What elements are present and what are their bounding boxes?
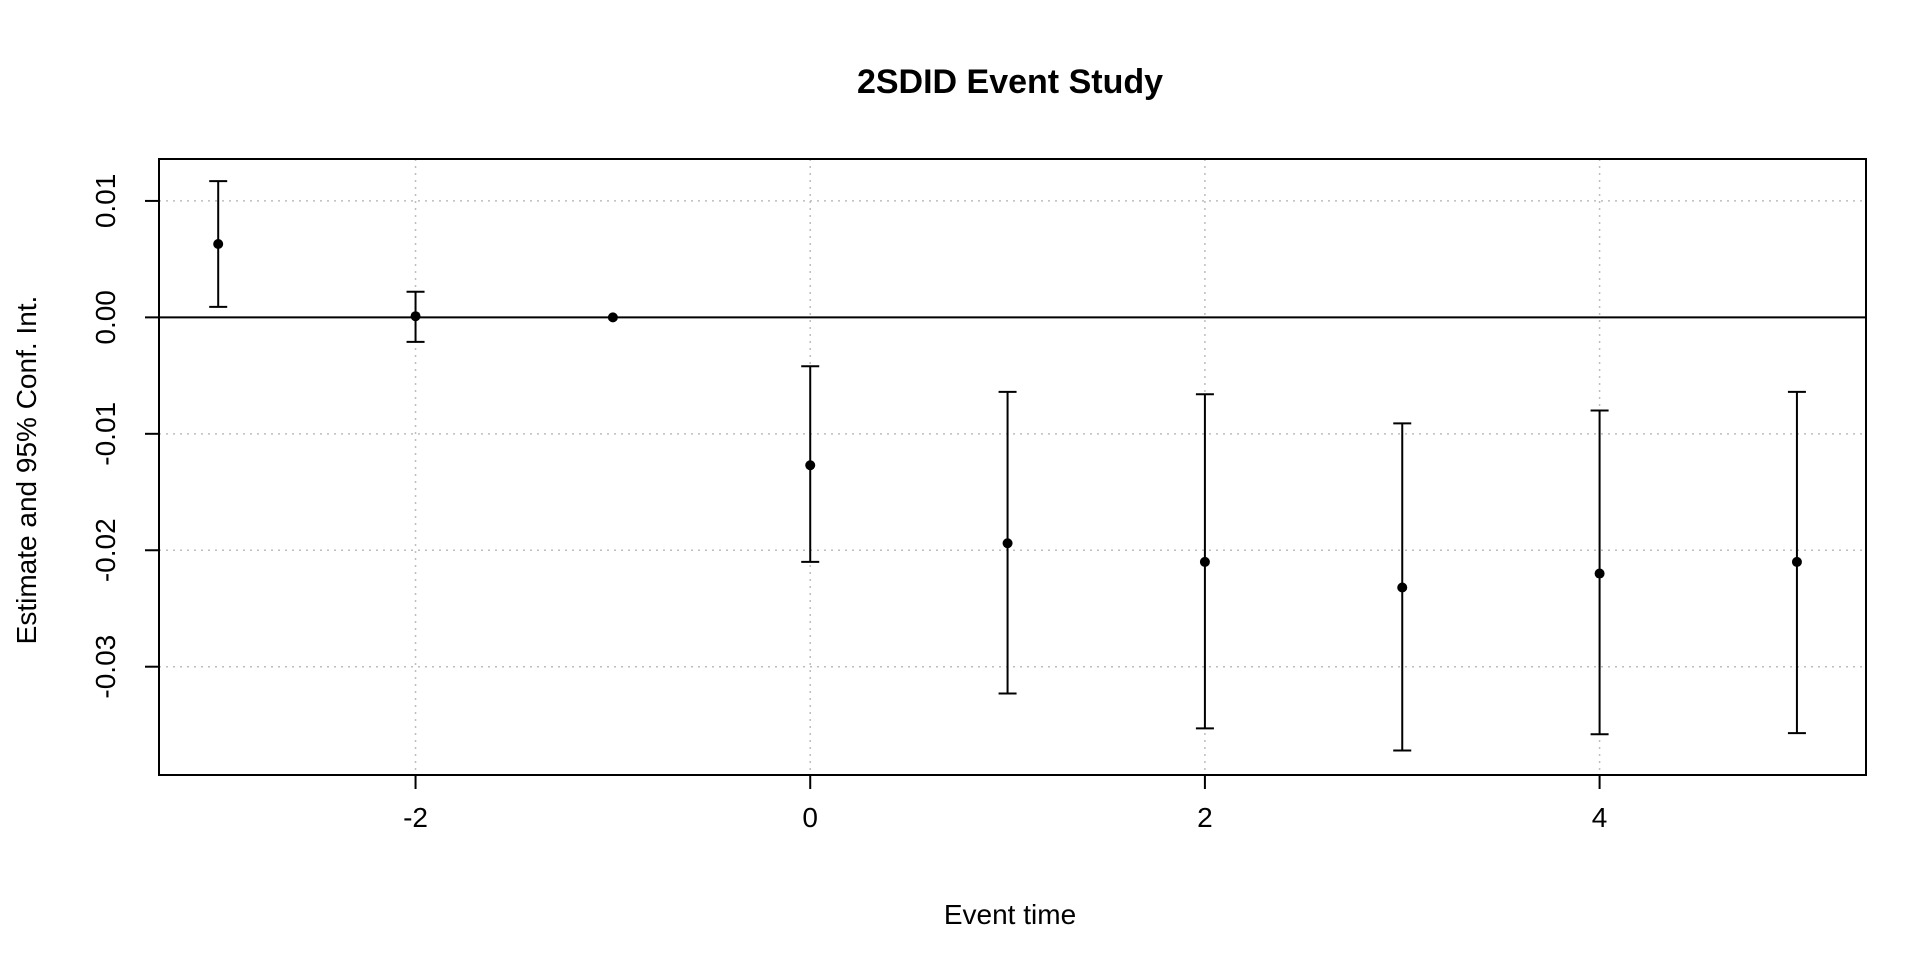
estimate-points [213, 239, 1802, 593]
y-tick-label: -0.02 [90, 518, 121, 582]
estimate-point [607, 312, 618, 323]
x-tick-label: -2 [403, 802, 428, 833]
estimate-point [213, 239, 224, 250]
y-tick-label: 0.00 [90, 290, 121, 345]
y-tick-label: 0.01 [90, 174, 121, 229]
chart-title: 2SDID Event Study [857, 63, 1163, 101]
x-axis-label: Event time [944, 899, 1076, 930]
x-axis: -2 0 2 4 [403, 775, 1607, 833]
estimate-point [1594, 568, 1605, 579]
confidence-intervals [209, 180, 1806, 752]
estimate-point [410, 311, 421, 322]
y-axis: 0.01 0.00 -0.01 -0.02 -0.03 [90, 174, 159, 699]
estimate-point [1791, 556, 1802, 567]
estimate-point [805, 460, 816, 471]
y-axis-label: Estimate and 95% Conf. Int. [11, 296, 42, 645]
x-tick-label: 2 [1197, 802, 1213, 833]
estimate-point [1397, 582, 1408, 593]
estimate-point [1199, 556, 1210, 567]
grid-lines [159, 159, 1866, 775]
estimate-point [1002, 538, 1013, 549]
x-tick-label: 4 [1592, 802, 1608, 833]
y-tick-label: -0.03 [90, 635, 121, 699]
y-tick-label: -0.01 [90, 402, 121, 466]
x-tick-label: 0 [802, 802, 818, 833]
plot-area [158, 158, 1867, 776]
